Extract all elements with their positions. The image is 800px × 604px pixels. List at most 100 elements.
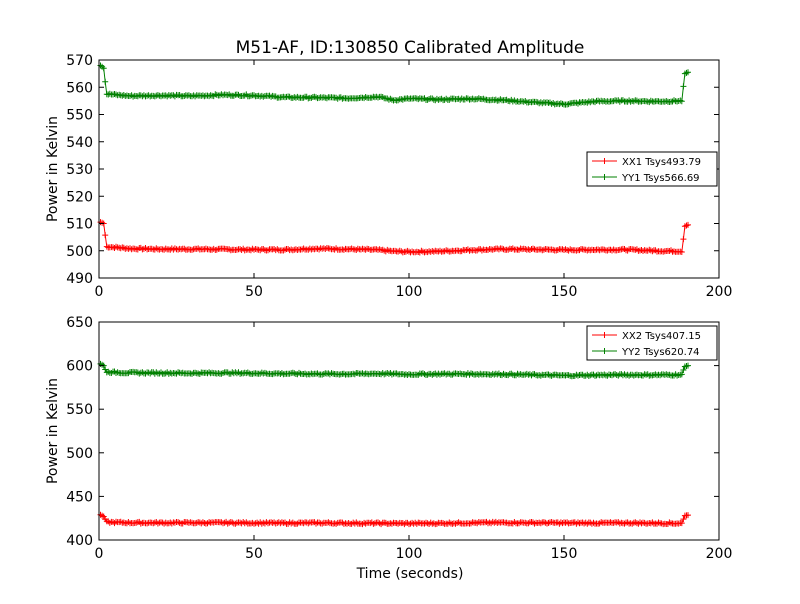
data-point	[470, 522, 472, 524]
data-point	[377, 372, 379, 375]
legend-box	[586, 151, 718, 187]
data-point	[501, 521, 503, 524]
figure-title: M51-AF, ID:130850 Calibrated Amplitude	[236, 38, 585, 58]
data-point	[656, 249, 658, 252]
data-point	[681, 100, 683, 102]
data-point	[684, 72, 686, 75]
data-point	[377, 249, 379, 251]
data-point	[191, 248, 193, 250]
data-point	[656, 100, 658, 103]
data-point	[408, 251, 410, 253]
data-point	[563, 374, 565, 377]
data-point	[346, 97, 348, 99]
series-1-1	[97, 219, 691, 256]
data-point	[625, 248, 627, 251]
data-point	[594, 374, 596, 376]
legend-label: YY2 Tsys620.74	[621, 347, 700, 358]
data-point	[687, 364, 689, 367]
x-tick-label: 200	[706, 546, 733, 562]
y-tick-label: 550	[66, 402, 93, 418]
data-point	[253, 94, 255, 97]
data-point	[105, 521, 108, 523]
legend-label: XX1 Tsys493.79	[622, 157, 701, 168]
legend: XX2 Tsys407.15 YY2 Tsys620.74	[586, 325, 718, 361]
data-point	[681, 522, 683, 525]
data-point	[681, 250, 683, 253]
data-point	[684, 225, 686, 228]
x-tick-label: 50	[245, 284, 263, 300]
y-tick-label: 540	[66, 135, 93, 151]
data-point	[346, 248, 348, 250]
data-point	[625, 374, 627, 376]
data-point	[105, 245, 108, 248]
data-point	[160, 94, 162, 97]
data-point	[284, 522, 286, 524]
data-point	[687, 224, 689, 226]
legend-marker	[601, 174, 608, 180]
data-point	[656, 522, 658, 524]
x-tick-label: 150	[551, 546, 578, 562]
data-point	[99, 221, 102, 223]
data-point	[99, 64, 102, 67]
data-point	[129, 371, 131, 374]
legend: XX1 Tsys493.79 YY1 Tsys566.69	[586, 151, 718, 187]
y-tick-label: 570	[66, 53, 93, 69]
data-point	[408, 97, 410, 100]
data-point	[470, 249, 472, 251]
data-point	[284, 372, 286, 375]
y-axis-label: Power in Kelvin	[45, 378, 61, 484]
data-point	[191, 95, 193, 97]
data-point	[392, 99, 395, 101]
y-tick-label: 650	[66, 315, 93, 331]
data-point	[594, 248, 596, 251]
chart-panel-2: 0 50 100 150 200 400 450 500 550 600 650 Power in K…	[45, 315, 732, 562]
data-point	[563, 522, 565, 524]
x-axis-label: Time (seconds)	[356, 566, 464, 582]
y-tick-label: 600	[66, 359, 93, 375]
y-tick-label: 520	[66, 189, 93, 205]
data-point	[105, 371, 108, 373]
data-point	[684, 514, 686, 517]
x-tick-label: 0	[95, 284, 104, 300]
data-point	[346, 373, 348, 375]
y-tick-label: 400	[66, 533, 93, 549]
data-point	[129, 521, 131, 524]
data-point	[625, 100, 627, 102]
data-point	[625, 522, 627, 524]
y-tick-label: 450	[66, 489, 93, 505]
x-tick-label: 50	[245, 546, 263, 562]
data-point	[681, 373, 683, 376]
data-point	[532, 248, 534, 251]
data-point	[501, 248, 503, 250]
data-point	[99, 363, 102, 365]
data-point	[191, 372, 193, 374]
y-axis-label: Power in Kelvin	[45, 116, 61, 222]
data-point	[129, 247, 131, 250]
data-point	[315, 96, 317, 99]
data-point	[222, 372, 224, 374]
series-1-2	[97, 62, 691, 108]
data-point	[99, 513, 102, 516]
data-point	[160, 372, 162, 374]
data-point	[377, 95, 379, 98]
data-point	[129, 95, 131, 97]
data-point	[102, 515, 105, 518]
y-tick-label: 490	[66, 271, 93, 287]
data-point	[687, 71, 689, 74]
y-tick-label: 500	[66, 446, 93, 462]
data-point	[439, 522, 441, 525]
data-point	[439, 250, 441, 253]
data-point	[470, 373, 472, 375]
data-point	[315, 247, 317, 250]
data-point	[594, 100, 596, 103]
data-point	[532, 374, 534, 376]
data-point	[253, 248, 255, 251]
data-point	[470, 97, 472, 100]
data-point	[222, 94, 224, 96]
data-point	[284, 248, 286, 251]
data-point	[408, 522, 410, 525]
data-point	[315, 373, 317, 375]
series-2-1	[97, 511, 691, 528]
